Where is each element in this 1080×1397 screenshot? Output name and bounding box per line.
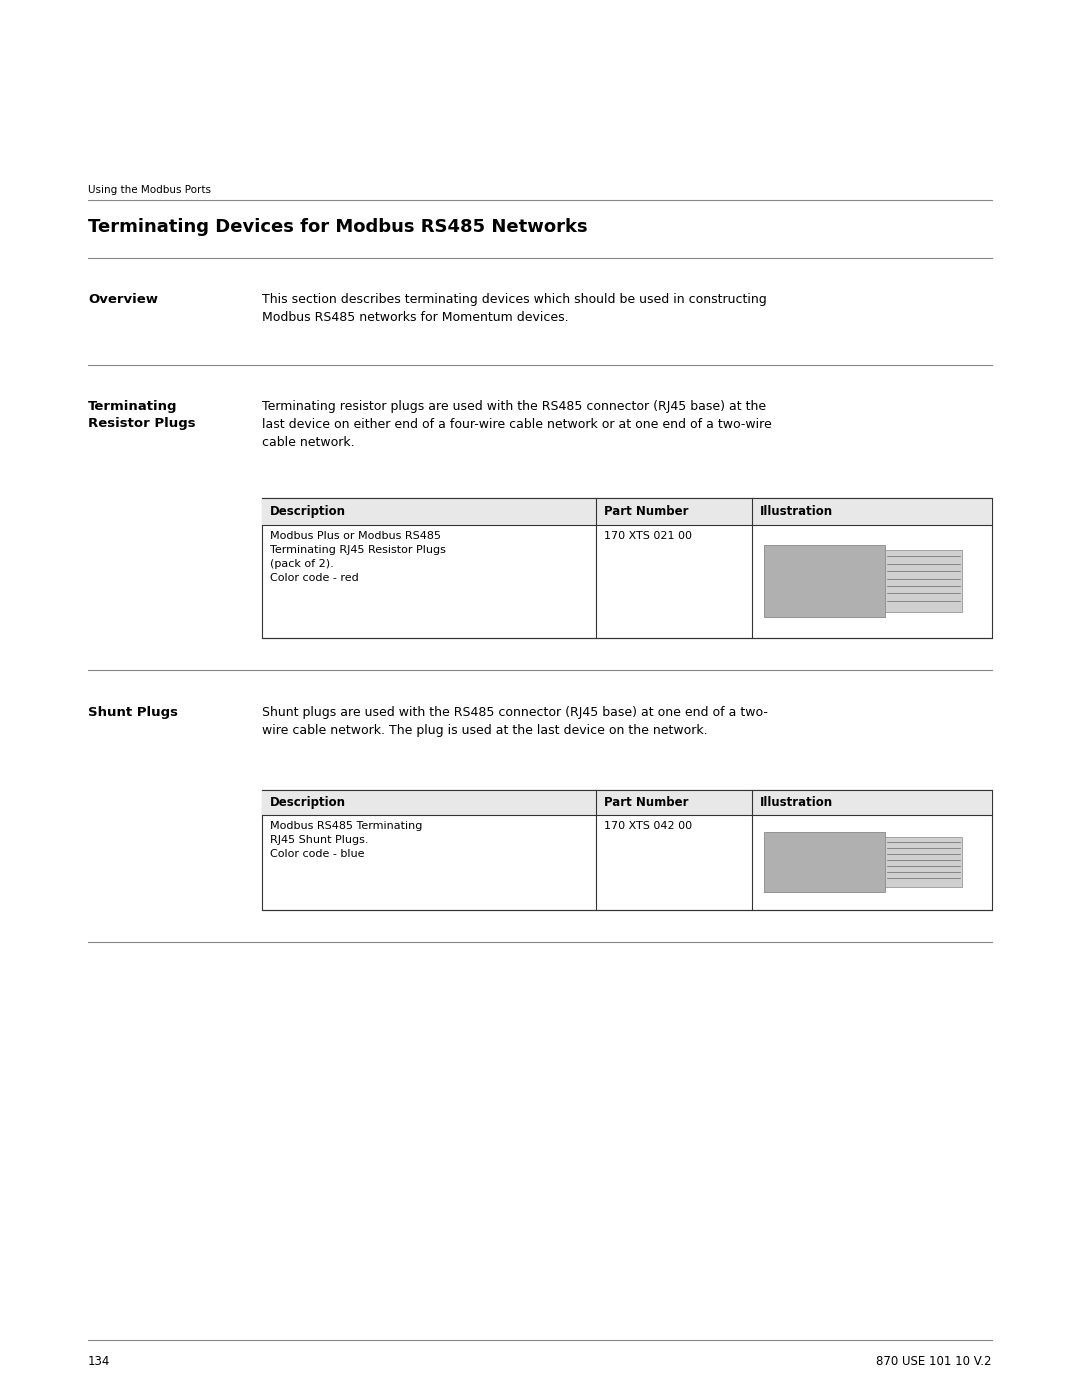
Text: Shunt Plugs: Shunt Plugs [87,705,178,719]
Text: 870 USE 101 10 V.2: 870 USE 101 10 V.2 [877,1355,993,1368]
Text: Part Number: Part Number [604,796,689,809]
Text: Illustration: Illustration [760,504,833,518]
Text: Resistor Plugs: Resistor Plugs [87,416,195,430]
Bar [885,550,962,612]
Text: Overview: Overview [87,293,158,306]
Text: Modbus RS485 Terminating
RJ45 Shunt Plugs.
Color code - blue: Modbus RS485 Terminating RJ45 Shunt Plug… [270,821,422,859]
Text: Description: Description [270,504,346,518]
Text: Modbus Plus or Modbus RS485
Terminating RJ45 Resistor Plugs
(pack of 2).
Color c: Modbus Plus or Modbus RS485 Terminating … [270,531,446,583]
Text: Part Number: Part Number [604,504,689,518]
Bar [885,837,962,887]
Text: Illustration: Illustration [760,796,833,809]
Text: Using the Modbus Ports: Using the Modbus Ports [87,184,211,196]
Bar [262,497,993,525]
Bar [262,789,993,814]
Text: Terminating: Terminating [87,400,177,414]
Text: 170 XTS 042 00: 170 XTS 042 00 [604,821,692,831]
Text: 134: 134 [87,1355,110,1368]
Text: Description: Description [270,796,346,809]
Bar [764,545,885,617]
Text: Terminating resistor plugs are used with the RS485 connector (RJ45 base) at the
: Terminating resistor plugs are used with… [262,400,772,448]
Bar [764,833,885,891]
Bar [262,497,993,638]
Text: Shunt plugs are used with the RS485 connector (RJ45 base) at one end of a two-
w: Shunt plugs are used with the RS485 conn… [262,705,768,738]
Text: This section describes terminating devices which should be used in constructing
: This section describes terminating devic… [262,293,767,324]
Bar [262,789,993,909]
Text: Terminating Devices for Modbus RS485 Networks: Terminating Devices for Modbus RS485 Net… [87,218,588,236]
Text: 170 XTS 021 00: 170 XTS 021 00 [604,531,692,541]
